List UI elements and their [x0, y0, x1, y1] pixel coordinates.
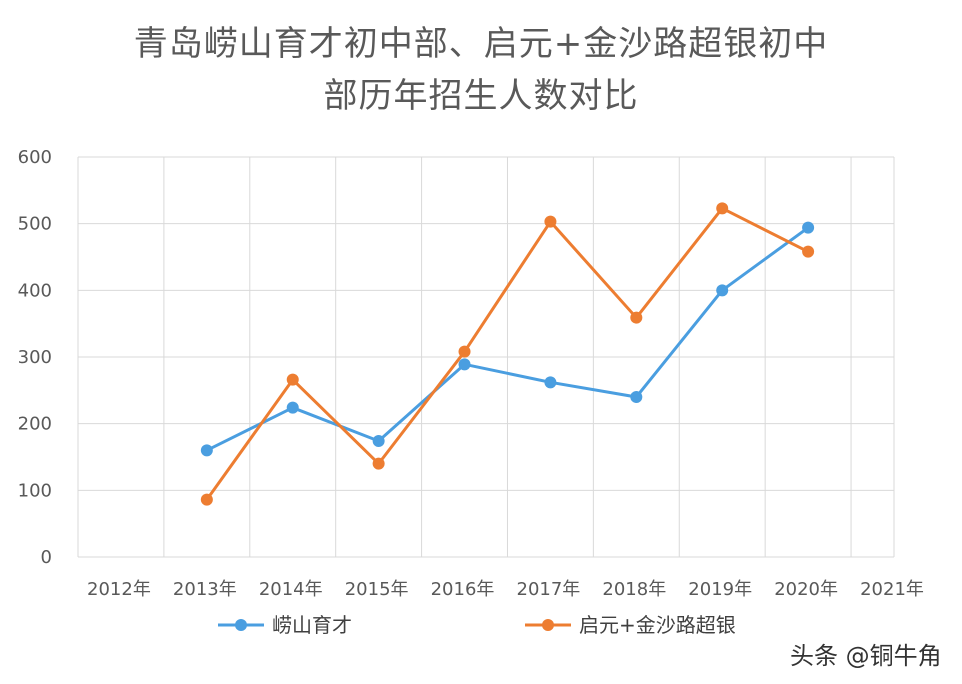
series-2-point	[716, 202, 729, 215]
series-line-2	[205, 206, 809, 501]
legend-label-2: 启元+金沙路超银	[579, 613, 736, 637]
series-1-point	[458, 358, 471, 371]
chart-title: 青岛崂山育才初中部、启元+金沙路超银初中 部历年招生人数对比	[0, 18, 962, 122]
series-2-point	[200, 493, 213, 506]
x-tick-label: 2012年	[87, 579, 151, 600]
legend-label-1: 崂山育才	[272, 613, 352, 637]
y-tick-label: 0	[41, 547, 52, 568]
x-tick-label: 2015年	[345, 579, 409, 600]
x-tick-label: 2014年	[259, 579, 323, 600]
x-tick-label: 2019年	[688, 579, 752, 600]
series-1-point	[630, 391, 643, 403]
x-tick-label: 2018年	[602, 579, 666, 600]
series-1-point	[286, 401, 299, 414]
series-2-point	[630, 311, 643, 324]
series-1-point	[372, 435, 385, 447]
legend-marker-1	[235, 619, 247, 631]
legend-marker-2	[542, 619, 554, 631]
x-tick-label: 2017年	[517, 579, 581, 600]
series-2-point	[458, 345, 471, 358]
series-2-point	[372, 457, 385, 470]
x-tick-label: 2016年	[431, 579, 495, 600]
series-1-point	[716, 284, 729, 297]
series-line-1	[206, 226, 809, 452]
chart-title-line1: 青岛崂山育才初中部、启元+金沙路超银初中	[133, 24, 829, 64]
chart-title-line2: 部历年招生人数对比	[323, 76, 639, 116]
series-1-point	[802, 221, 815, 234]
watermark: 头条 @铜牛角	[790, 642, 942, 670]
x-tick-label: 2020年	[774, 579, 838, 600]
y-tick-label: 200	[18, 414, 52, 435]
x-tick-label: 2021年	[860, 579, 924, 600]
y-tick-label: 400	[18, 280, 52, 301]
series-2-point	[286, 373, 299, 386]
y-tick-label: 100	[18, 480, 52, 501]
series-2-point	[544, 215, 557, 228]
y-tick-label: 300	[18, 347, 52, 368]
series-2-point	[802, 245, 815, 258]
x-tick-label: 2013年	[173, 579, 237, 600]
series-1-point	[544, 376, 557, 389]
series-1-point	[200, 444, 213, 457]
y-tick-label: 600	[18, 147, 52, 168]
y-tick-label: 500	[18, 214, 52, 235]
